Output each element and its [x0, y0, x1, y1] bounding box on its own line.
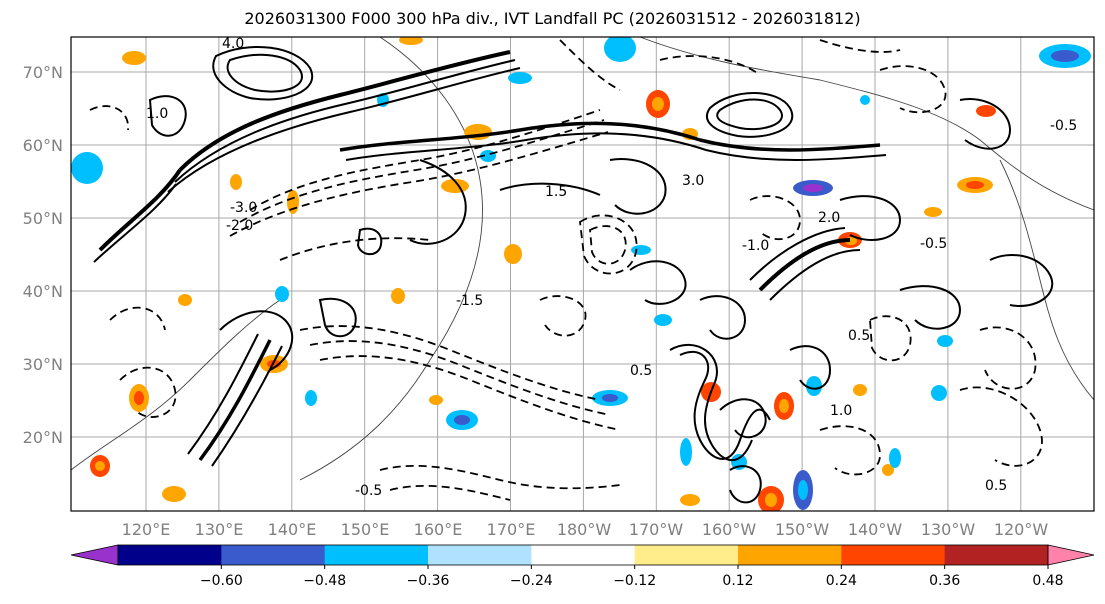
contour-label: -1.0 [742, 238, 769, 254]
colorbar-tick-label: 0.48 [1032, 573, 1063, 589]
contour-label: -0.5 [1050, 118, 1077, 134]
colorbar-segment [841, 545, 946, 565]
latitude-labels: 70°N 60°N 50°N 40°N 30°N 20°N [23, 63, 63, 447]
contour-label: 4.0 [222, 36, 244, 52]
contour-label: 1.0 [146, 106, 168, 122]
colorbar-tick-label: 0.12 [722, 573, 753, 589]
colorbar-tick-label: 0.36 [929, 573, 960, 589]
lon-label: 150°E [341, 520, 390, 539]
lon-label: 180°W [557, 520, 612, 539]
lon-label: 150°W [775, 520, 830, 539]
colorbar-frame [117, 544, 1049, 566]
colorbar-tick-label: −0.48 [303, 573, 346, 589]
lat-label-70n: 70°N [23, 63, 63, 82]
colorbar-extend-high [1047, 544, 1095, 566]
lon-label: 120°E [122, 520, 171, 539]
map-frame [70, 36, 1095, 512]
lon-label: 170°E [487, 520, 536, 539]
lon-label: 160°E [414, 520, 463, 539]
lon-label: 140°E [268, 520, 317, 539]
gridlines [71, 37, 1094, 511]
colorbar-extend-low [70, 544, 119, 566]
colorbar-tick-label: −0.60 [200, 573, 243, 589]
colorbar-segment [428, 545, 532, 565]
lat-label-50n: 50°N [23, 209, 63, 228]
contour-label: 0.5 [848, 328, 870, 344]
colorbar-tick-label: 0.24 [826, 573, 857, 589]
lat-label-30n: 30°N [23, 355, 63, 374]
colorbar-segment [221, 545, 326, 565]
contour-label: -3.0 [230, 200, 257, 216]
colorbar-segment [738, 545, 842, 565]
colorbar-segment [118, 545, 222, 565]
colorbar-tick-label: −0.24 [510, 573, 553, 589]
divergence-negative-shading [71, 37, 1091, 510]
map-title: 2026031300 F000 300 hPa div., IVT Landfa… [244, 9, 861, 28]
contour-label: -0.5 [355, 483, 382, 499]
lon-label: 140°W [848, 520, 903, 539]
map-panel: 4.0 -0.5 1.0 -1.0 0.5 1.5 -1.5 2.0 -2.0 … [70, 36, 1095, 512]
ivt-negative-contours [89, 39, 1043, 501]
colorbar-tick-label: −0.36 [407, 573, 450, 589]
colorbar-segment [944, 545, 1049, 565]
lon-label: 170°W [629, 520, 684, 539]
contour-label: 2.0 [818, 210, 840, 226]
colorbar-segment [324, 545, 429, 565]
lat-label-40n: 40°N [23, 282, 63, 301]
colorbar-ticks: −0.60 −0.48 −0.36 −0.24 −0.12 0.12 0.24 0.36 0.4… [200, 565, 1064, 589]
colorbar-segment [634, 545, 739, 565]
colorbar-tick-label: −0.12 [613, 573, 656, 589]
contour-label: 0.5 [985, 478, 1007, 494]
contour-label: 1.0 [830, 403, 852, 419]
lon-label: 130°E [195, 520, 244, 539]
lon-label: 120°W [994, 520, 1049, 539]
ivt-positive-contours [93, 45, 1054, 504]
contour-labels: 4.0 -0.5 1.0 -1.0 0.5 1.5 -1.5 2.0 -2.0 … [146, 36, 1077, 499]
longitude-labels: 120°E 130°E 140°E 150°E 160°E 170°E 180°… [122, 520, 1049, 539]
colorbar-segments [70, 544, 1095, 566]
contour-label: -0.5 [920, 236, 947, 252]
contour-label: 0.5 [630, 363, 652, 379]
colorbar: −0.60 −0.48 −0.36 −0.24 −0.12 0.12 0.24 0.36 0.4… [70, 544, 1095, 589]
lon-label: 130°W [921, 520, 976, 539]
contour-label: -1.5 [456, 293, 483, 309]
lat-label-60n: 60°N [23, 136, 63, 155]
coastlines [71, 37, 1094, 481]
contour-label: 1.5 [545, 184, 567, 200]
colorbar-segment [531, 545, 636, 565]
contour-label: -2.0 [226, 218, 253, 234]
contour-label: 3.0 [682, 173, 704, 189]
lon-label: 160°W [702, 520, 757, 539]
divergence-positive-shading [90, 37, 996, 511]
lat-label-20n: 20°N [23, 428, 63, 447]
